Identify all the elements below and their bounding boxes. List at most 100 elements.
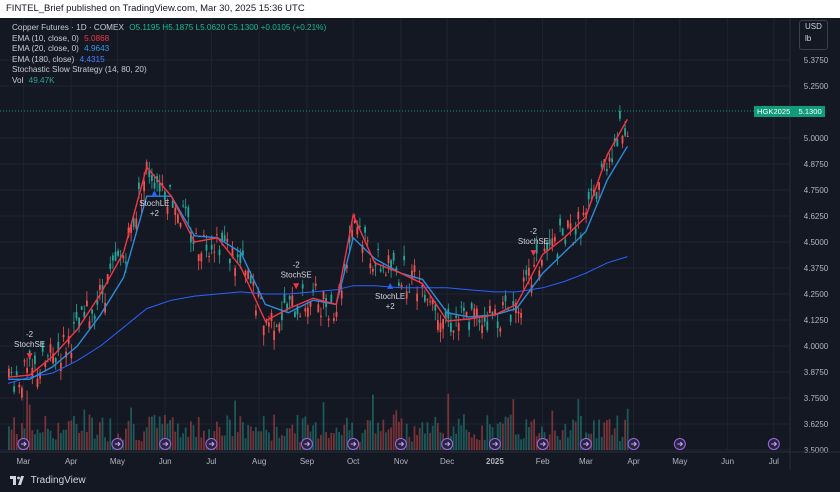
published-line: FINTEL_Brief published on TradingView.co…	[6, 3, 305, 14]
volume-bar	[200, 437, 203, 450]
candle-body	[559, 218, 561, 226]
candle-body	[65, 351, 67, 358]
volume-bar	[88, 414, 91, 450]
volume-bar	[80, 430, 83, 450]
ema10-label: EMA (10, close, 0)	[12, 33, 79, 43]
candle-body	[299, 315, 301, 317]
candle-body	[434, 304, 437, 311]
candle-body	[465, 311, 468, 317]
volume-bar	[379, 431, 382, 450]
y-tick-label: 4.0000	[804, 342, 829, 351]
volume-bar	[335, 427, 338, 450]
candle-body	[73, 321, 75, 324]
volume-bar	[249, 426, 252, 450]
candle-body	[291, 295, 294, 306]
candle-body	[41, 342, 44, 352]
candle-body	[83, 311, 86, 318]
ema20-label: EMA (20, close, 0)	[12, 44, 79, 54]
legend-ema180[interactable]: EMA (180, close) 4.4315	[12, 55, 326, 66]
candle-body	[283, 294, 286, 303]
volume-bar	[398, 421, 400, 450]
candle-body	[408, 291, 411, 293]
candle-body	[249, 275, 252, 284]
candle-body	[364, 226, 366, 233]
volume-bar	[535, 436, 538, 450]
candle-body	[265, 320, 268, 324]
candle-body	[405, 291, 408, 299]
volume-bar	[340, 434, 343, 450]
volume-bar	[481, 425, 483, 450]
volume-bar	[67, 421, 70, 450]
volume-bar	[525, 419, 528, 450]
x-tick-label: Sep	[300, 457, 315, 466]
volume-bar	[34, 434, 36, 450]
sell-arrow-icon	[26, 353, 33, 360]
sell-arrow-icon	[530, 250, 537, 257]
candle-body	[182, 205, 184, 207]
volume-bar	[234, 400, 236, 450]
candle-body	[106, 274, 109, 283]
candle-body	[75, 311, 78, 319]
signal-label: StochLE	[139, 199, 169, 208]
price-chart[interactable]: 5.3750 5.2500 5.0000 4.8750 4.7500 4.6250 4.50…	[0, 18, 840, 470]
candle-body	[590, 188, 593, 191]
legend-strategy[interactable]: Stochastic Slow Strategy (14, 80, 20)	[12, 65, 326, 76]
candle-body	[515, 302, 517, 313]
volume-bar	[125, 428, 127, 450]
x-tick-label: May	[110, 457, 125, 466]
arrow-right-icon	[444, 441, 451, 447]
volume-bar	[512, 399, 515, 450]
candle-body	[99, 284, 101, 290]
candle-body	[223, 235, 226, 242]
candle-body	[567, 220, 569, 228]
volume-bar	[317, 438, 320, 450]
legend-ema10[interactable]: EMA (10, close, 0) 5.0868	[12, 34, 326, 45]
candle-body	[93, 315, 96, 320]
volume-bar	[382, 419, 385, 450]
candle-body	[382, 267, 385, 269]
volume-bar	[457, 418, 460, 450]
y-tick-label: 4.3750	[804, 264, 829, 273]
legend-volume[interactable]: Vol 49.47K	[12, 76, 326, 87]
chart-area[interactable]: 5.3750 5.2500 5.0000 4.8750 4.7500 4.6250 4.50…	[0, 18, 840, 470]
candle-body	[587, 191, 590, 200]
arrow-right-icon	[20, 441, 27, 447]
y-tick-label: 4.1250	[804, 316, 829, 325]
volume-bar	[179, 437, 182, 450]
volume-bar	[182, 433, 184, 450]
volume-bar	[434, 416, 437, 450]
signal-qty: +2	[150, 209, 160, 218]
tradingview-brand[interactable]: TradingView	[10, 475, 86, 486]
volume-bar	[8, 426, 10, 450]
volume-bar	[611, 434, 613, 450]
candle-body	[268, 322, 270, 327]
candle-body	[543, 248, 546, 252]
volume-bar	[468, 431, 470, 450]
candle-body	[247, 270, 249, 279]
volume-bar	[312, 425, 314, 450]
candle-body	[320, 315, 322, 318]
volume-bar	[10, 429, 13, 450]
ema10-value: 5.0868	[84, 33, 110, 43]
unit-selector[interactable]: USD lb	[799, 20, 828, 50]
candle-body	[275, 325, 278, 327]
candle-body	[450, 322, 452, 332]
candle-body	[23, 360, 26, 362]
candle-body	[556, 254, 559, 259]
volume-bar	[580, 415, 582, 450]
candle-body	[496, 321, 499, 329]
volume-bar	[327, 437, 330, 450]
volume-bar	[522, 438, 525, 450]
volume-bar	[330, 432, 333, 450]
candle-body	[468, 322, 470, 330]
arrow-right-icon	[304, 441, 311, 447]
candle-body	[491, 311, 494, 315]
candle-body	[262, 325, 265, 336]
volume-bar	[369, 420, 372, 450]
volume-bar	[496, 423, 499, 450]
candle-body	[314, 283, 317, 287]
header-bar: FINTEL_Brief published on TradingView.co…	[0, 0, 840, 18]
volume-bar	[278, 437, 281, 450]
legend-ema20[interactable]: EMA (20, close, 0) 4.9643	[12, 44, 326, 55]
candle-body	[359, 225, 361, 228]
